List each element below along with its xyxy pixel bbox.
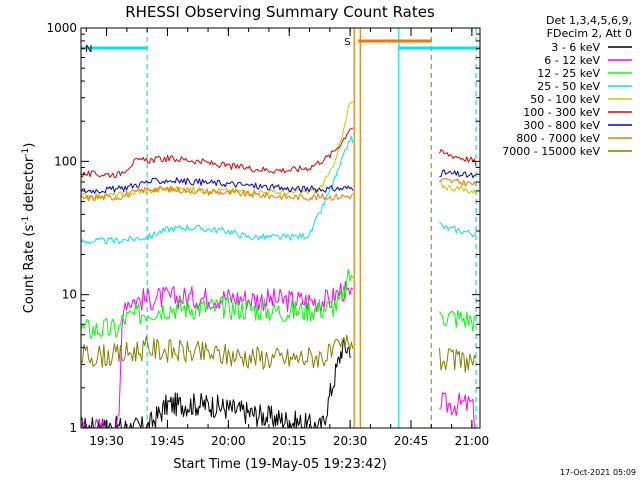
flag-label-0: N [85,44,92,55]
x-axis-label: Start Time (19-May-05 19:23:42) [173,457,387,472]
y-tick-label-0: 1 [69,421,77,435]
series-line-2-0 [80,268,354,339]
series-line-7-1 [439,178,477,187]
series-line-8-0 [80,334,354,370]
x-tick-label-3: 20:15 [272,434,307,448]
x-tick-label-5: 20:45 [394,434,429,448]
series-line-0-0 [80,337,351,429]
y-axis-label-sup2: -1 [21,148,31,157]
series-line-1-0 [80,281,354,429]
y-tick-label-2: 100 [54,154,77,168]
x-tick-label-4: 20:30 [333,434,368,448]
series-line-3-0 [80,135,354,245]
legend-label-3: 25 - 50 keV [537,80,600,93]
series-line-4-1 [439,180,477,196]
y-axis-label: Count Rate (s-1 detector-1) [21,143,37,314]
series-line-6-0 [80,177,354,194]
chart-title: RHESSI Observing Summary Count Rates [125,3,435,21]
x-tick-label-1: 19:45 [150,434,185,448]
y-tick-label-3: 1000 [46,21,77,35]
series-line-8-1 [439,347,477,373]
plot-area: NS [80,28,480,429]
y-axis-label-mid: detector [22,156,37,216]
series-line-7-0 [80,185,354,202]
legend-header-0: Det 1,3,4,5,6,9, [546,14,632,27]
y-axis-label-sup1: -1 [21,216,31,225]
legend-label-8: 7000 - 15000 keV [502,145,600,158]
legend-label-7: 800 - 7000 keV [516,132,600,145]
x-tick-label-6: 21:00 [455,434,490,448]
legend: Det 1,3,4,5,6,9,FDecim 2, Att 03 - 6 keV… [502,14,632,158]
series-line-2-1 [439,309,477,333]
legend-label-0: 3 - 6 keV [551,41,600,54]
y-tick-label-1: 10 [62,288,77,302]
series-line-5-0 [80,127,354,178]
footer-date: 17-Oct-2021 05:09 [560,468,636,477]
series-line-1-1 [439,392,476,429]
plot-frame [80,27,481,429]
y-axis-label-main: Count Rate (s [22,225,37,314]
series-line-5-1 [439,149,477,166]
legend-label-4: 50 - 100 keV [530,93,600,106]
legend-label-1: 6 - 12 keV [544,54,600,67]
legend-header-1: FDecim 2, Att 0 [547,27,632,40]
x-tick-label-0: 19:30 [89,434,124,448]
legend-label-2: 12 - 25 keV [537,67,600,80]
flag-label-1: S [344,37,350,48]
series-line-3-1 [439,221,477,238]
axes: 1 10 100 1000 19:30 19:45 20:00 20:15 20:30 20:45… [46,21,489,448]
x-tick-label-2: 20:00 [211,434,246,448]
series-line-6-1 [439,169,476,179]
legend-label-5: 100 - 300 keV [523,106,600,119]
y-axis-label-end: ) [22,143,37,148]
legend-label-6: 300 - 800 keV [523,119,600,132]
